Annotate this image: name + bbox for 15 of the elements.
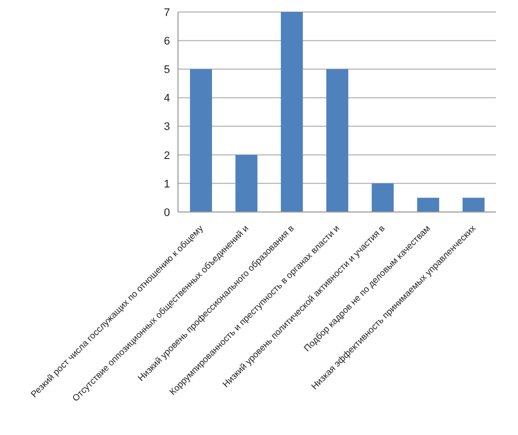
bar [372, 183, 394, 212]
y-tick-label: 1 [164, 178, 170, 190]
bar [417, 198, 440, 212]
y-tick-label: 4 [164, 92, 170, 105]
y-tick-label: 0 [164, 206, 170, 219]
bar [190, 69, 212, 212]
y-tick-label: 7 [164, 6, 170, 19]
bar [462, 198, 485, 212]
y-tick-label: 3 [164, 121, 170, 134]
bar [326, 69, 348, 212]
bar [280, 12, 303, 212]
y-tick-label: 2 [164, 150, 170, 162]
bar [235, 154, 258, 212]
y-tick-label: 6 [164, 35, 170, 48]
y-tick-label: 5 [164, 64, 170, 76]
